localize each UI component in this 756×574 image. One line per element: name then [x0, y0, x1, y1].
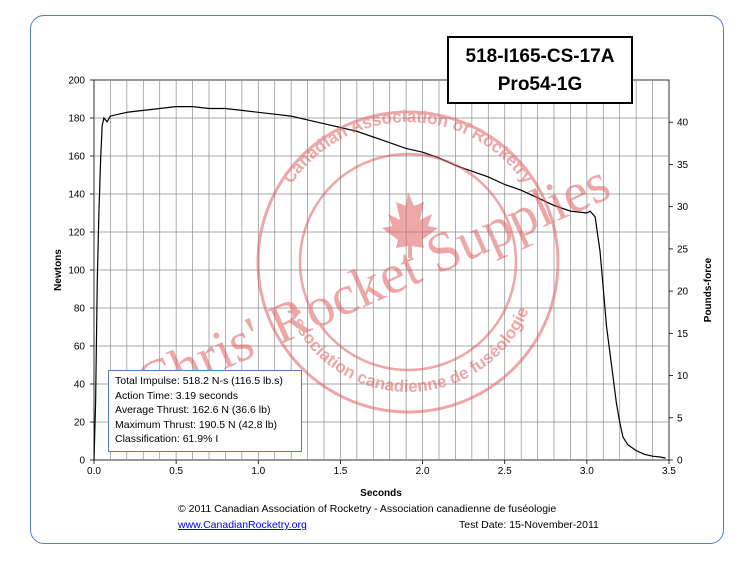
y2-axis-title: Pounds-force [703, 257, 714, 322]
motor-subtitle: Pro54-1G [497, 74, 583, 95]
y2-tick-label: 10 [677, 371, 689, 382]
stat-maximum-thrust: Maximum Thrust: 190.5 N (42.8 lb) [115, 418, 278, 431]
y-tick-label: 200 [68, 76, 85, 87]
y-tick-label: 80 [74, 304, 86, 315]
y2-tick-label: 30 [677, 202, 689, 213]
y-tick-label: 160 [68, 152, 85, 163]
x-axis-title: Seconds [360, 488, 402, 499]
stat-total-impulse: Total Impulse: 518.2 N-s (116.5 lb.s) [115, 375, 283, 387]
x-tick-label: 0.0 [87, 466, 101, 477]
y2-tick-label: 20 [677, 287, 689, 298]
y2-tick-label: 15 [677, 329, 689, 340]
motor-title-box: 518-I165-CS-17A Pro54-1G [447, 36, 633, 104]
footer-copyright: © 2011 Canadian Association of Rocketry … [178, 503, 557, 515]
x-tick-label: 2.5 [498, 466, 512, 477]
y-tick-label: 140 [68, 190, 85, 201]
x-tick-label: 3.0 [580, 466, 594, 477]
y-tick-label: 60 [74, 342, 86, 353]
stat-average-thrust: Average Thrust: 162.6 N (36.6 lb) [115, 404, 271, 416]
motor-stats-box: Total Impulse: 518.2 N-s (116.5 lb.s) Ac… [108, 370, 302, 452]
y-tick-label: 0 [79, 456, 85, 467]
y-tick-label: 120 [68, 228, 85, 239]
x-tick-label: 2.0 [416, 466, 430, 477]
footer-test-date: Test Date: 15-November-2011 [459, 519, 599, 531]
x-tick-label: 1.5 [333, 466, 347, 477]
footer-website-link[interactable]: www.CanadianRocketry.org [178, 519, 307, 531]
y-axis-title: Newtons [53, 249, 64, 291]
y2-tick-label: 0 [677, 456, 683, 467]
x-tick-label: 0.5 [169, 466, 183, 477]
x-tick-label: 3.5 [662, 466, 676, 477]
y2-tick-label: 35 [677, 160, 689, 171]
y-tick-label: 40 [74, 380, 86, 391]
y2-tick-label: 40 [677, 118, 689, 129]
y-tick-label: 20 [74, 418, 86, 429]
stat-classification: Classification: 61.9% I [115, 433, 219, 445]
y2-tick-label: 5 [677, 413, 683, 424]
y2-tick-label: 25 [677, 244, 689, 255]
x-tick-label: 1.0 [251, 466, 265, 477]
stat-action-time: Action Time: 3.19 seconds [115, 389, 239, 402]
y-tick-label: 180 [68, 114, 85, 125]
motor-title: 518-I165-CS-17A [465, 46, 615, 67]
axis-ticks: 0.0 0.5 1.0 1.5 2.0 2.5 3.0 3.50204060801001201… [68, 76, 688, 478]
chart-frame [30, 15, 724, 544]
y-tick-label: 100 [68, 266, 85, 277]
